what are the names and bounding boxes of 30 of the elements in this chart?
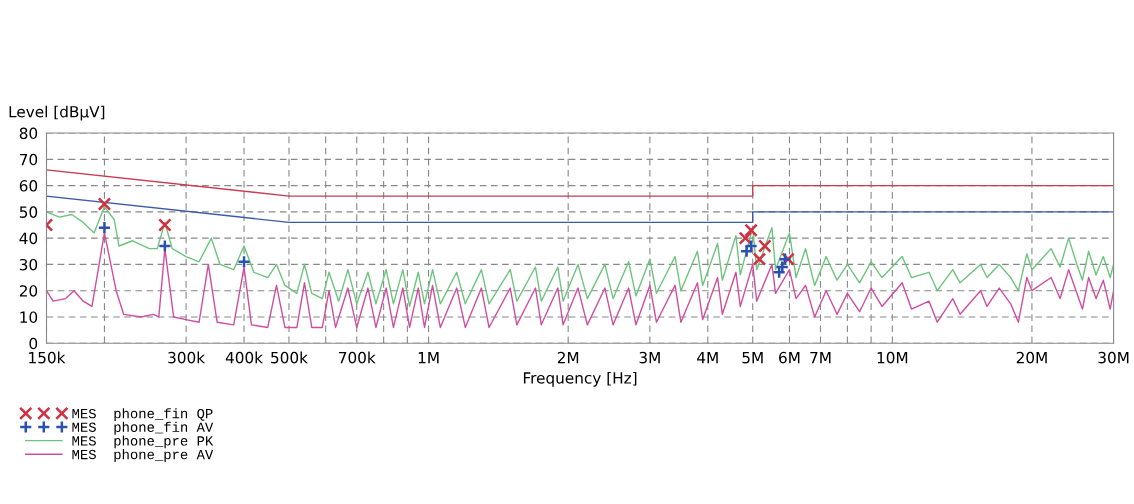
x-axis-title: Frequency [Hz] — [523, 371, 637, 387]
x-tick-label: 3M — [639, 351, 660, 364]
y-tick-label: 70 — [19, 153, 38, 166]
x-tick-label: 6M — [779, 351, 800, 364]
legend-label: MES phone_fin QP — [72, 408, 213, 422]
y-tick-label: 40 — [19, 232, 38, 245]
x-tick-label: 10M — [877, 351, 908, 364]
legend-label: MES phone_fin AV — [72, 421, 214, 435]
x-tick-label: 400k — [225, 351, 263, 364]
y-tick-label: 10 — [20, 311, 38, 323]
x-tick-label: 4M — [697, 352, 718, 364]
x-tick-label: 150k — [29, 351, 66, 364]
x-tick-label: 500k — [271, 351, 308, 364]
y-axis-title: Level [dBµV] — [9, 105, 105, 121]
x-tick-label: 300k — [168, 351, 206, 364]
x-tick-label: 1M — [418, 352, 439, 364]
y-tick-label: 0 — [29, 337, 38, 350]
x-tick-label: 5M — [742, 352, 763, 364]
y-tick-label: 80 — [19, 127, 38, 140]
y-tick-label: 20 — [19, 285, 38, 297]
legend-label: MES phone_pre AV — [72, 449, 214, 463]
x-tick-label: 20M — [1016, 351, 1047, 364]
x-tick-label: 30M — [1098, 351, 1129, 364]
x-tick-label: 7M — [810, 352, 831, 364]
y-tick-label: 30 — [19, 258, 38, 271]
legend-label: MES phone_pre PK — [72, 435, 214, 449]
y-tick-label: 60 — [19, 180, 38, 192]
x-tick-label: 2M — [557, 351, 579, 364]
x-tick-label: 700k — [338, 351, 376, 364]
y-tick-label: 50 — [19, 206, 38, 218]
